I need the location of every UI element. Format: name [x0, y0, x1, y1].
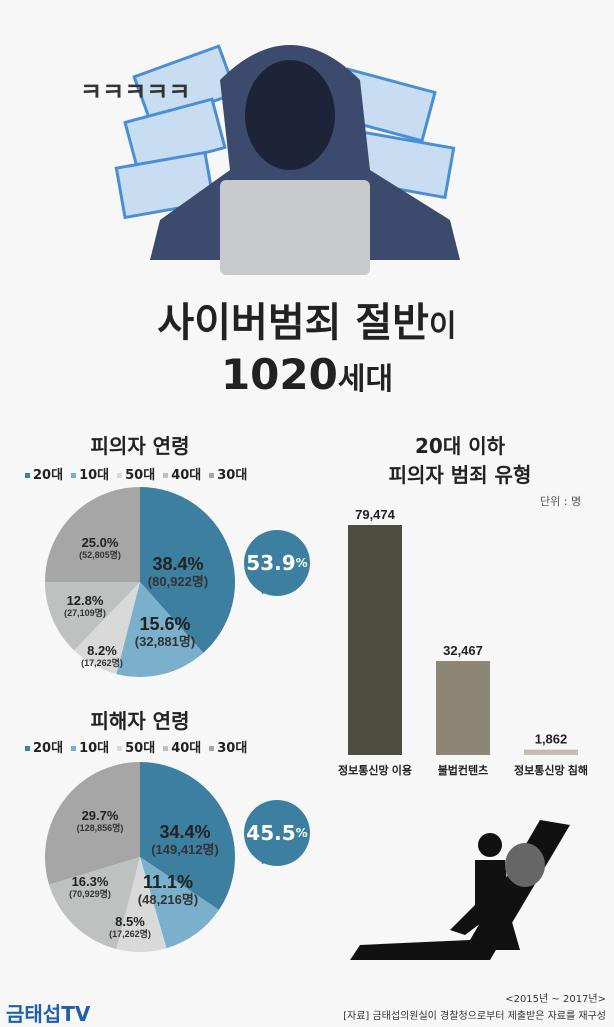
- bar-value-label: 79,474: [355, 507, 396, 522]
- suspect-legend: 20대 10대 50대 40대 30대: [25, 464, 247, 483]
- legend-swatch: [25, 473, 30, 478]
- legend-item: 30대: [209, 737, 247, 756]
- pie-slice-10대: [116, 582, 204, 677]
- pie-slice-40대: [49, 857, 141, 950]
- slice-count-label: (48,216명): [138, 892, 198, 907]
- legend-item: 20대: [25, 464, 63, 483]
- slice-percent-label: 34.4%: [159, 822, 210, 842]
- period-text: <2015년 ~ 2017년>: [505, 994, 606, 1005]
- bar-title: 20대 이하 피의자 범죄 유형: [388, 434, 532, 487]
- thief-laptop-illustration: [350, 820, 570, 960]
- unit-label: 단위 : 명: [540, 495, 582, 508]
- slice-percent-label: 8.2%: [87, 643, 117, 658]
- suspect-age-title: 피의자 연령: [90, 434, 190, 458]
- legend-label: 20대: [33, 741, 64, 756]
- legend-item: 40대: [163, 464, 201, 483]
- legend-label: 20대: [33, 468, 64, 483]
- victim-legend: 20대 10대 50대 40대 30대: [25, 737, 247, 756]
- legend-label: 30대: [217, 741, 248, 756]
- suspect-callout-bubble: 53.9%: [244, 530, 310, 596]
- legend-swatch: [163, 473, 169, 478]
- legend-label: 40대: [171, 468, 202, 483]
- pie-slice-20대: [140, 487, 236, 653]
- bar-3: [524, 749, 578, 755]
- bar-1: [348, 525, 402, 755]
- slice-percent-label: 29.7%: [82, 808, 119, 823]
- legend-swatch: [117, 473, 123, 478]
- slice-percent-label: 11.1%: [143, 872, 193, 892]
- legend-item: 10대: [71, 737, 109, 756]
- legend-swatch: [117, 746, 123, 751]
- slice-percent-label: 38.4%: [152, 554, 203, 574]
- brand-logo: 금태섭TV: [6, 1002, 91, 1026]
- source-text: [자료] 금태섭의원실이 경찰청으로부터 제출받은 자료를 재구성: [343, 1011, 606, 1022]
- legend-swatch: [209, 746, 215, 751]
- pie-slice-40대: [45, 582, 140, 651]
- pie-slice-50대: [116, 857, 167, 952]
- victim-callout-bubble: 45.5%: [244, 800, 310, 866]
- legend-swatch: [71, 473, 77, 478]
- legend-swatch: [25, 746, 30, 751]
- legend-label: 30대: [217, 468, 248, 483]
- bar-value-label: 1,862: [535, 732, 568, 747]
- slice-percent-label: 15.6%: [139, 614, 190, 634]
- suspect-age-pie: 38.4%(80,922명) 15.6%(32,881명) 8.2%(17,262명…: [45, 487, 236, 677]
- slice-percent-label: 25.0%: [82, 535, 119, 550]
- legend-label: 50대: [125, 741, 156, 756]
- slice-count-label: (80,922명): [148, 574, 208, 589]
- bar-category-label: 정보통신망 침해: [514, 763, 588, 777]
- slice-percent-label: 16.3%: [72, 874, 109, 889]
- headline-line2: 1020세대: [220, 350, 394, 399]
- legend-item: 30대: [209, 464, 247, 483]
- pie-slice-50대: [74, 582, 140, 675]
- pie-slice-10대: [140, 857, 219, 949]
- slice-count-label: (149,412명): [151, 842, 219, 857]
- legend-item: 20대: [25, 737, 63, 756]
- slice-count-label: (128,856명): [77, 822, 124, 833]
- legend-swatch: [209, 473, 215, 478]
- victim-age-title: 피해자 연령: [90, 709, 190, 733]
- headline-line1: 사이버범죄 절반이: [157, 300, 457, 346]
- legend-item: 50대: [117, 464, 155, 483]
- laptop: [220, 180, 370, 275]
- legend-label: 50대: [125, 468, 156, 483]
- slice-percent-label: 8.5%: [115, 914, 145, 929]
- slice-count-label: (17,262명): [109, 928, 151, 939]
- legend-swatch: [71, 746, 77, 751]
- slice-percent-label: 12.8%: [67, 593, 104, 608]
- pie-slice-30대: [44, 762, 141, 885]
- slice-count-label: (52,805명): [79, 549, 121, 560]
- legend-item: 10대: [71, 464, 109, 483]
- slice-count-label: (32,881명): [135, 634, 195, 649]
- slice-count-label: (70,929명): [69, 888, 111, 899]
- legend-item: 40대: [163, 737, 201, 756]
- pie-slice-20대: [140, 762, 236, 910]
- legend-item: 50대: [117, 737, 155, 756]
- bar-category-label: 불법컨텐츠: [438, 763, 489, 777]
- crime-type-bar-chart: 79,474 정보통신망 이용 32,467 불법컨텐츠 1,862 정보통신망 침해: [338, 507, 588, 777]
- pie-slice-30대: [45, 487, 140, 582]
- bar-category-label: 정보통신망 이용: [338, 763, 412, 777]
- legend-label: 40대: [171, 741, 202, 756]
- slice-count-label: (17,262명): [81, 657, 123, 668]
- slice-count-label: (27,109명): [64, 607, 106, 618]
- victim-age-pie: 34.4%(149,412명) 11.1%(48,216명) 8.5%(17,262…: [44, 762, 236, 952]
- legend-swatch: [163, 746, 169, 751]
- laughter-text: ㅋㅋㅋㅋㅋ: [80, 79, 190, 106]
- bar-value-label: 32,467: [443, 643, 483, 658]
- legend-label: 10대: [79, 468, 110, 483]
- legend-label: 10대: [79, 741, 110, 756]
- hacker-illustration: ㅋㅋㅋㅋㅋ: [80, 44, 460, 275]
- bar-2: [436, 661, 490, 755]
